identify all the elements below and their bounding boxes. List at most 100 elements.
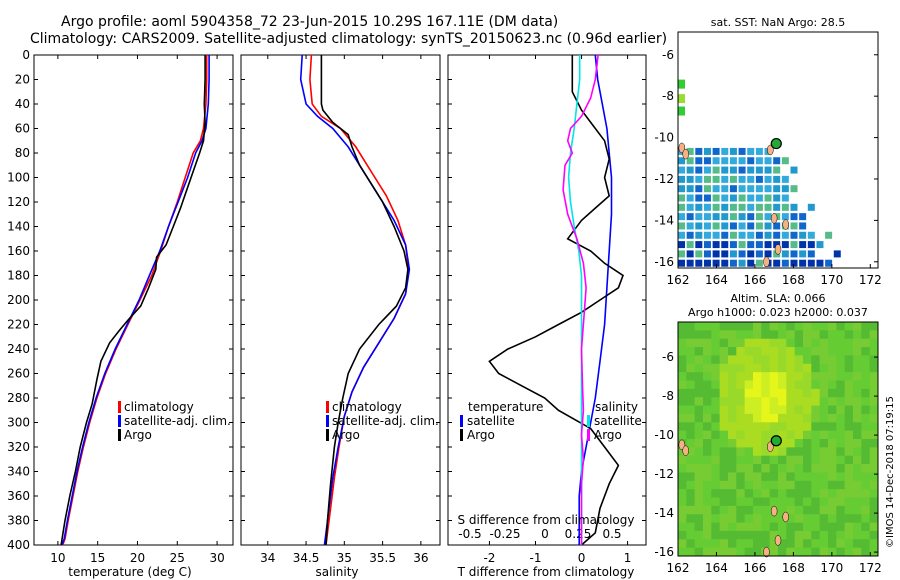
sla-cell — [761, 363, 771, 373]
map-x-tick-label: 162 — [667, 273, 690, 287]
sla-cell — [694, 363, 704, 373]
sla-cell — [686, 347, 696, 356]
sla-cell — [819, 330, 829, 340]
sla-cell — [711, 372, 721, 381]
sla-cell — [836, 447, 846, 457]
sla-cell — [761, 355, 771, 365]
sla-cell — [853, 505, 862, 515]
sst-cell — [755, 203, 763, 211]
sla-cell — [794, 330, 804, 340]
legend-label-satellite: satellite-adj. clim. — [332, 414, 439, 428]
sst-cell — [764, 203, 772, 211]
sst-cell — [764, 175, 772, 183]
sla-cell — [686, 388, 696, 398]
sla-cell — [853, 430, 862, 440]
sla-cell — [819, 455, 829, 465]
sla-cell — [811, 455, 821, 465]
sla-cell — [728, 489, 737, 498]
sla-cell — [694, 497, 704, 507]
argo-float-marker — [770, 435, 782, 447]
sla-cell — [736, 430, 746, 440]
sla-cell — [753, 413, 762, 423]
sst-cell — [781, 250, 789, 258]
sla-cell — [836, 338, 846, 348]
sst-cell — [678, 203, 685, 211]
sla-cell — [794, 539, 804, 549]
y-tick-label: 0 — [22, 48, 30, 62]
sst-cell — [738, 147, 746, 155]
sla-cell — [678, 355, 687, 365]
sla-cell — [828, 405, 837, 415]
sla-cell — [819, 380, 829, 390]
sla-cell — [853, 363, 862, 373]
sla-cell — [736, 338, 746, 348]
sst-cell — [729, 203, 737, 211]
sla-cell — [853, 355, 862, 365]
sla-cell — [769, 539, 779, 549]
sla-cell — [686, 322, 696, 331]
sla-cell — [761, 447, 771, 457]
x-tick-label: 34.5 — [293, 551, 320, 565]
sla-cell — [844, 547, 854, 557]
sst-cell — [678, 222, 685, 230]
series-line-argo — [60, 55, 206, 546]
sla-cell — [869, 489, 879, 498]
sla-cell — [861, 397, 871, 407]
sst-cell — [747, 147, 755, 155]
sla-cell — [819, 355, 829, 365]
sla-cell — [694, 330, 704, 340]
sla-cell — [694, 489, 704, 498]
sst-cell — [807, 231, 815, 239]
sla-cell — [869, 380, 879, 390]
sla-cell — [744, 363, 754, 373]
sla-cell — [778, 464, 787, 473]
y-tick-label: 380 — [7, 514, 30, 528]
sla-cell — [778, 397, 787, 407]
sst-cell — [790, 166, 798, 174]
sla-cell — [678, 413, 687, 423]
sst-cell — [790, 213, 798, 221]
sla-cell — [753, 405, 762, 415]
map-y-tick-label: -16 — [654, 545, 674, 559]
sla-cell — [769, 330, 779, 340]
sla-cell — [769, 530, 779, 540]
sla-cell — [703, 322, 712, 331]
sla-cell — [736, 380, 746, 390]
sla-cell — [719, 388, 729, 398]
sla-cell — [703, 547, 712, 557]
salinity-legend: climatology satellite-adj. clim. Argo — [326, 400, 439, 442]
sla-cell — [678, 547, 687, 557]
sla-cell — [853, 530, 862, 540]
sla-cell — [786, 505, 796, 515]
sla-cell — [678, 430, 687, 440]
sla-cell — [828, 380, 837, 390]
sst-cell — [807, 259, 815, 267]
sst-cell — [755, 147, 763, 155]
map-x-tick-label: 166 — [743, 561, 766, 575]
sla-cell — [836, 514, 846, 524]
sla-cell — [678, 388, 687, 398]
island-land — [763, 546, 770, 558]
sla-cell — [769, 322, 779, 331]
sla-cell — [844, 397, 854, 407]
sla-cell — [869, 497, 879, 507]
sla-cell — [786, 330, 796, 340]
sla-cell — [686, 514, 696, 524]
sla-cell — [753, 355, 762, 365]
sst-cell — [721, 213, 729, 221]
sla-cell — [819, 464, 829, 473]
sla-map-title-2: Argo h1000: 0.023 h2000: 0.037 — [688, 306, 868, 319]
sla-cell — [719, 505, 729, 515]
sla-cell — [778, 514, 787, 524]
sst-cell — [686, 157, 694, 165]
sla-cell — [753, 522, 762, 532]
sla-cell — [678, 472, 687, 482]
sla-cell — [744, 330, 754, 340]
sst-cell — [773, 194, 781, 202]
sla-cell — [861, 439, 871, 448]
sst-cell — [755, 194, 763, 202]
sst-cell — [729, 231, 737, 239]
sla-cell — [711, 514, 721, 524]
sst-cell — [729, 250, 737, 258]
sla-cell — [711, 455, 721, 465]
